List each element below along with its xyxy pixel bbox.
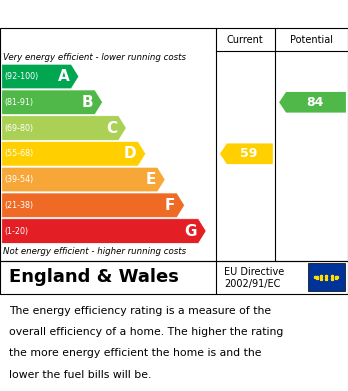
Text: 84: 84	[306, 96, 324, 109]
Text: D: D	[124, 146, 136, 161]
Polygon shape	[279, 92, 346, 113]
Polygon shape	[2, 116, 126, 140]
Text: (81-91): (81-91)	[5, 98, 34, 107]
Text: (69-80): (69-80)	[5, 124, 34, 133]
Text: A: A	[58, 69, 70, 84]
Text: Energy Efficiency Rating: Energy Efficiency Rating	[10, 7, 213, 22]
Text: the more energy efficient the home is and the: the more energy efficient the home is an…	[9, 348, 261, 358]
Text: Potential: Potential	[290, 35, 333, 45]
Text: B: B	[81, 95, 93, 110]
Text: (39-54): (39-54)	[5, 175, 34, 184]
Polygon shape	[220, 143, 273, 164]
Text: The energy efficiency rating is a measure of the: The energy efficiency rating is a measur…	[9, 306, 271, 316]
Text: (1-20): (1-20)	[5, 226, 29, 235]
Text: (21-38): (21-38)	[5, 201, 34, 210]
Text: (55-68): (55-68)	[5, 149, 34, 158]
Text: overall efficiency of a home. The higher the rating: overall efficiency of a home. The higher…	[9, 327, 283, 337]
Text: Current: Current	[227, 35, 264, 45]
Text: Not energy efficient - higher running costs: Not energy efficient - higher running co…	[3, 248, 187, 256]
Text: 59: 59	[240, 147, 258, 160]
Text: E: E	[145, 172, 156, 187]
Bar	[308, 264, 345, 291]
Polygon shape	[2, 142, 146, 166]
Text: 2002/91/EC: 2002/91/EC	[224, 279, 281, 289]
Polygon shape	[2, 193, 184, 217]
Polygon shape	[2, 90, 103, 115]
Text: EU Directive: EU Directive	[224, 267, 285, 277]
Text: G: G	[184, 224, 197, 239]
Text: (92-100): (92-100)	[5, 72, 39, 81]
Text: C: C	[106, 120, 117, 136]
Polygon shape	[2, 219, 206, 243]
Text: lower the fuel bills will be.: lower the fuel bills will be.	[9, 369, 151, 380]
Text: England & Wales: England & Wales	[9, 268, 179, 287]
Text: F: F	[165, 198, 175, 213]
Polygon shape	[2, 167, 165, 192]
Text: Very energy efficient - lower running costs: Very energy efficient - lower running co…	[3, 53, 187, 62]
Polygon shape	[2, 64, 79, 89]
